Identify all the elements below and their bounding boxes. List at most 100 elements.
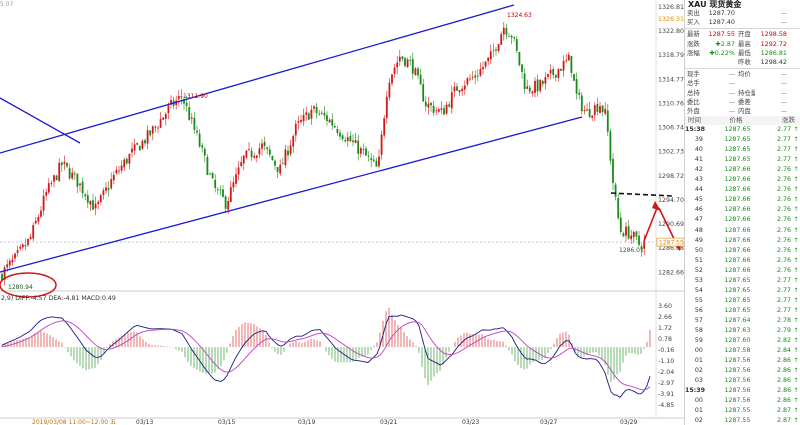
candle-body — [300, 119, 302, 122]
tick-row[interactable]: 00 1287.56 2.86 ↑ — [685, 396, 800, 406]
swing-high-label: 1311.90 — [183, 93, 208, 100]
quote-label: 最低 — [738, 48, 751, 57]
tick-change: 2.76 — [777, 236, 792, 244]
candle-body — [453, 86, 456, 92]
tick-row[interactable]: 45 1287.66 2.76 ↑ — [685, 195, 800, 205]
tick-change: 2.84 — [777, 347, 792, 355]
tick-row[interactable]: 53 1287.65 2.77 ↑ — [685, 276, 800, 286]
tick-row[interactable]: 47 1287.66 2.76 ↑ — [685, 215, 800, 225]
candle-body — [515, 39, 518, 51]
candle-body — [404, 57, 406, 66]
tick-price: 1287.65 — [724, 126, 751, 134]
quote-value: — — [728, 97, 735, 106]
candle-body — [593, 105, 596, 116]
tick-row[interactable]: 42 1287.66 2.76 ↑ — [685, 165, 800, 175]
tick-row[interactable]: 15:38 1287.65 2.77 ↑ — [685, 125, 800, 135]
candle-body — [346, 137, 349, 142]
tick-time: 57 — [694, 316, 703, 324]
quote-row: 涨幅 ✚0.22% 最低 1286.81 — [685, 49, 800, 58]
candle-body — [307, 113, 310, 120]
candle-body — [216, 189, 219, 191]
top-price-marker: 1326.31 — [658, 16, 684, 23]
candle-body — [352, 140, 354, 143]
top-left-fragment: 5.07 — [0, 1, 14, 8]
candle-body — [385, 96, 388, 119]
tick-row[interactable]: 01 1287.56 2.86 ↑ — [685, 356, 800, 366]
up-arrow-icon: ↑ — [793, 347, 799, 355]
tick-row[interactable]: 02 1287.56 2.86 ↑ — [685, 366, 800, 376]
tick-price: 1287.66 — [724, 246, 751, 254]
candle-body — [68, 168, 71, 179]
tick-list[interactable]: 15:38 1287.65 2.77 ↑ 39 1287.65 2.77 ↑ 40 1287.65… — [685, 125, 800, 425]
tick-time: 52 — [694, 266, 703, 274]
candle-body — [206, 156, 209, 176]
tick-row[interactable]: 44 1287.66 2.76 ↑ — [685, 185, 800, 195]
candle-body — [333, 126, 336, 128]
candle-body — [40, 210, 42, 217]
candle-body — [419, 74, 422, 85]
channel-lines — [0, 4, 681, 298]
candle-body — [463, 85, 466, 90]
tick-row[interactable]: 50 1287.66 2.76 ↑ — [685, 246, 800, 256]
tick-row[interactable]: 58 1287.63 2.79 ↑ — [685, 326, 800, 336]
tick-row[interactable]: 49 1287.66 2.76 ↑ — [685, 236, 800, 246]
candle-body — [396, 62, 399, 68]
quote-label: 开盘 — [738, 30, 751, 39]
candle-body — [214, 179, 217, 189]
tick-row[interactable]: 39 1287.65 2.77 ↑ — [685, 135, 800, 145]
quote-table: 卖出 1287.70— 买入 1287.40— 最新 1287.55 开盘 1298.58 涨跌… — [685, 9, 800, 116]
tick-row[interactable]: 52 1287.66 2.76 ↑ — [685, 266, 800, 276]
candle-body — [261, 143, 263, 149]
tick-time: 50 — [694, 246, 703, 254]
candle-body — [591, 115, 594, 118]
quote-value: 1286.81 — [760, 48, 787, 57]
candle-body — [632, 231, 635, 238]
candle-body — [180, 96, 183, 98]
tick-row[interactable]: 57 1287.64 2.78 ↑ — [685, 316, 800, 326]
tick-row[interactable]: 03 1287.56 2.86 ↑ — [685, 376, 800, 386]
candle-body — [133, 144, 136, 151]
candle-body — [58, 162, 61, 181]
tick-row[interactable]: 48 1287.66 2.76 ↑ — [685, 226, 800, 236]
low-point-circle — [0, 272, 57, 298]
tick-row[interactable]: 43 1287.66 2.76 ↑ — [685, 175, 800, 185]
candle-body — [521, 64, 523, 72]
tick-row[interactable]: 01 1287.55 2.87 ↑ — [685, 406, 800, 416]
tick-row[interactable]: 40 1287.65 2.77 ↑ — [685, 145, 800, 155]
tick-change: 2.77 — [777, 296, 792, 304]
quote-value: — — [728, 79, 735, 88]
candle-body — [16, 250, 19, 253]
candle-body — [398, 56, 401, 62]
tick-row[interactable]: 55 1287.65 2.77 ↑ — [685, 296, 800, 306]
candle-body — [638, 235, 640, 245]
tick-row[interactable]: 41 1287.65 2.77 ↑ — [685, 155, 800, 165]
quote-value: — — [780, 79, 787, 88]
tick-row[interactable]: 59 1287.60 2.82 ↑ — [685, 336, 800, 346]
tick-row[interactable]: 51 1287.66 2.76 ↑ — [685, 256, 800, 266]
tick-row[interactable]: 15:39 1287.56 2.86 ↑ — [685, 386, 800, 396]
candle-body — [89, 200, 92, 205]
tick-row[interactable]: 46 1287.66 2.76 ↑ — [685, 205, 800, 215]
candlestick-chart-area[interactable]: 1326.81 1322.80 1318.79 1314.77 1310.76 1306.… — [0, 0, 684, 425]
quote-label — [685, 58, 702, 67]
tick-row[interactable]: 54 1287.65 2.77 ↑ — [685, 286, 800, 296]
tick-row[interactable]: 02 1287.55 2.87 ↑ — [685, 416, 800, 425]
tick-time: 41 — [694, 156, 703, 164]
up-arrow-icon: ↑ — [793, 146, 799, 154]
quote-row: 外盘 — 内盘 — — [685, 107, 800, 116]
price-chart-svg[interactable]: 1326.81 1322.80 1318.79 1314.77 1310.76 1306.… — [0, 0, 684, 425]
tick-row[interactable]: 56 1287.65 2.77 ↑ — [685, 306, 800, 316]
date-tick-label: 03/13 — [136, 419, 153, 425]
price-axis-label: 1322.80 — [658, 28, 684, 35]
tick-time: 42 — [694, 166, 703, 174]
candle-body — [435, 110, 438, 112]
candle-body — [606, 110, 609, 132]
candle-body — [11, 259, 14, 263]
candle-body — [596, 103, 599, 112]
tick-time: 02 — [694, 367, 703, 375]
up-arrow-icon: ↑ — [793, 276, 799, 284]
macd-axis-label: -2.04 — [658, 369, 674, 376]
tick-row[interactable]: 00 1287.58 2.84 ↑ — [685, 346, 800, 356]
candle-body — [71, 172, 74, 179]
candle-body — [81, 181, 84, 194]
